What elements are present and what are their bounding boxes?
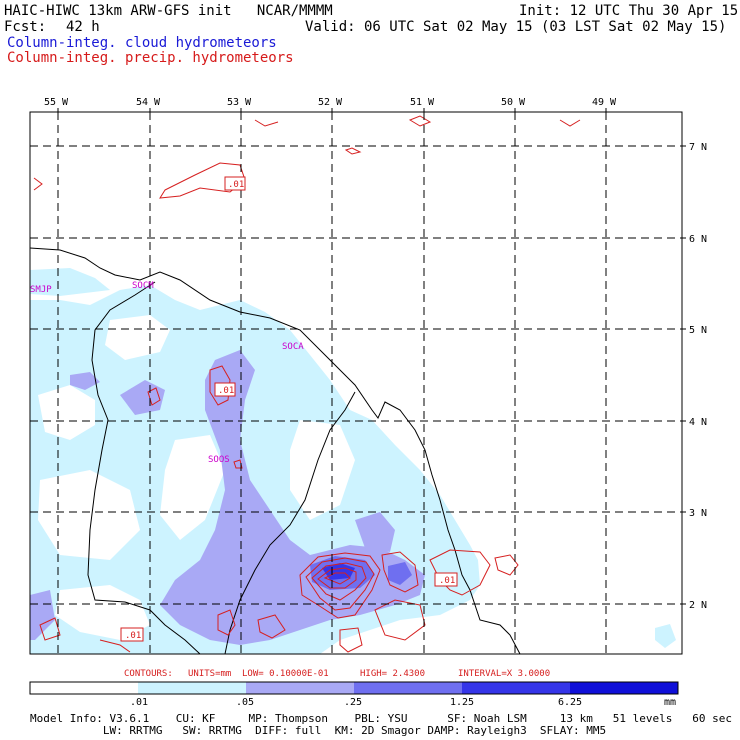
colorbar-tick: .01: [130, 697, 148, 708]
valid-time: Valid: 06 UTC Sat 02 May 15 (03 LST Sat …: [305, 19, 727, 35]
lat-label: 7 N: [689, 142, 707, 153]
colorbar-tick: 1.25: [450, 697, 474, 708]
colorbar-tick: .25: [344, 697, 362, 708]
colorbar-tick: .05: [236, 697, 254, 708]
axis-ticks: [57, 108, 686, 605]
plot-title: HAIC-HIWC 13km ARW-GFS init NCAR/MMMM: [4, 3, 333, 19]
lon-label: 55 W: [44, 97, 69, 108]
cloud-core-east: [388, 562, 412, 585]
cloud-blob-west: [70, 372, 100, 390]
lon-label: 54 W: [136, 97, 161, 108]
precip-contour-system-3: [311, 562, 367, 601]
contours-low: LOW= 0.10000E-01: [242, 669, 329, 679]
colorbar-unit: mm: [664, 697, 676, 708]
latlon-grid: [30, 112, 682, 654]
contours-high: HIGH= 2.4300: [360, 669, 425, 679]
clear-gap-west: [38, 385, 95, 440]
cloud-blob-far-southwest: [30, 590, 55, 640]
contours-interval: INTERVAL=X 3.0000: [458, 669, 550, 679]
lat-label: 2 N: [689, 600, 707, 611]
precip-contour-south-4: [99, 639, 131, 653]
forecast-hour-value: 42 h: [66, 19, 100, 35]
precip-contour-south-3: [39, 617, 61, 641]
contour-value-labels: .01 .01 .01 .01: [120, 176, 458, 642]
contours-units: UNITS=mm: [188, 669, 231, 679]
precip-contour-system-1: [299, 552, 381, 619]
lat-label: 5 N: [689, 325, 707, 336]
precip-contour-south-1: [217, 609, 236, 636]
clear-gap-southwest: [55, 585, 150, 640]
colorbar: [29, 681, 679, 695]
lat-label: 4 N: [689, 417, 707, 428]
cloud-blob-southeast: [355, 512, 395, 552]
precip-contour-top-east-2: [559, 119, 581, 127]
cloud-field-title: Column-integ. cloud hydrometeors: [7, 35, 277, 51]
precip-field-title: Column-integ. precip. hydrometeors: [7, 50, 294, 66]
station-label: SOCM: [132, 281, 154, 291]
lon-label: 49 W: [592, 97, 617, 108]
lat-label: 6 N: [689, 234, 707, 245]
contours-label: CONTOURS:: [124, 669, 173, 679]
precip-contour-south-2: [257, 614, 286, 639]
lon-label: 52 W: [318, 97, 343, 108]
station-label: SMJP: [30, 285, 52, 295]
precip-contour-system-5: [323, 572, 351, 585]
station-label: SOOS: [208, 455, 230, 465]
contour-label: .01: [218, 386, 234, 396]
lon-label: 50 W: [501, 97, 526, 108]
forecast-hour-label: Fcst:: [4, 19, 47, 35]
precip-contour-mid-small: [147, 387, 161, 406]
precip-contour-top: [254, 119, 279, 127]
clear-gap-south: [38, 470, 140, 560]
precip-contour-system-2: [305, 557, 375, 611]
init-time: Init: 12 UTC Thu 30 Apr 15: [519, 3, 739, 19]
cloud-field-light-east: [655, 624, 676, 648]
model-info-line2: LW: RRTMG SW: RRTMG DIFF: full KM: 2D Sm…: [30, 724, 607, 737]
precip-contour-mid: [209, 365, 231, 406]
station-label: SOCA: [282, 342, 304, 352]
colorbar-tick: 6.25: [558, 697, 582, 708]
precip-contour-small: [344, 147, 362, 155]
lon-label: 53 W: [227, 97, 252, 108]
contour-label: .01: [228, 180, 244, 190]
lat-label: 3 N: [689, 508, 707, 519]
precip-contour-se-1: [374, 599, 426, 641]
precip-contour-se-2: [339, 627, 363, 653]
precip-contour-east-3: [494, 554, 519, 576]
cloud-field-light-north: [30, 268, 110, 296]
contour-label: .01: [125, 631, 141, 641]
precip-contour-west-edge: [33, 177, 43, 191]
lon-label: 51 W: [410, 97, 435, 108]
clear-gap-center: [160, 435, 225, 540]
precip-contour-top-east: [408, 115, 432, 127]
border-suriname-west: [87, 281, 201, 654]
precip-contour-soos: [233, 459, 243, 469]
contour-label: .01: [439, 576, 455, 586]
map-frame: [29, 111, 683, 655]
model-info-line1: Model Info: V3.6.1 CU: KF MP: Thompson P…: [30, 712, 732, 725]
border-french-guiana-west: [224, 391, 356, 654]
precip-contour-east-1: [381, 551, 419, 593]
clear-gap-upper: [105, 315, 170, 360]
